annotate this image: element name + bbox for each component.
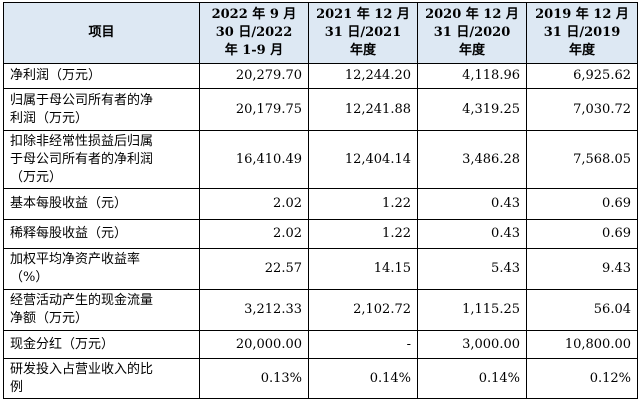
header-item: 项目	[3, 2, 200, 64]
row-label-line: 经营活动产生的现金流量	[10, 293, 154, 308]
header-line: 年度	[458, 43, 485, 58]
header-line: 2019 年 12 月	[535, 7, 629, 22]
table-header-row: 项目 2022 年 9 月 30 日/2022 年 1-9 月 2021 年 1…	[3, 2, 638, 64]
header-period-2022: 2022 年 9 月 30 日/2022 年 1-9 月	[199, 2, 309, 64]
row-label-line: 净额（万元）	[10, 311, 89, 326]
row-label-line: 净利润（万元）	[10, 68, 102, 83]
table-cell: 1,115.25	[417, 289, 527, 331]
table-cell: 7,030.72	[526, 88, 638, 131]
row-label-line: 稀释每股收益（元）	[10, 226, 128, 241]
table-cell: 0.13%	[199, 358, 309, 399]
table-cell: 0.69	[526, 188, 638, 220]
table-row-parent-net-profit: 归属于母公司所有者的净 利润（万元） 20,179.75 12,241.88 4…	[3, 88, 638, 131]
header-line: 2021 年 12 月	[316, 7, 410, 22]
table-row-operating-cash-flow: 经营活动产生的现金流量 净额（万元） 3,212.33 2,102.72 1,1…	[3, 289, 638, 331]
header-line: 年 1-9 月	[224, 43, 284, 58]
table-cell: 3,000.00	[417, 330, 527, 359]
table-cell: 0.12%	[526, 358, 638, 399]
row-label-line: 研发投入占营业收入的比	[10, 361, 154, 377]
financial-summary-table: 项目 2022 年 9 月 30 日/2022 年 1-9 月 2021 年 1…	[3, 2, 638, 399]
table-cell: 1.22	[308, 188, 418, 220]
row-label: 基本每股收益（元）	[3, 188, 200, 220]
table-cell: 5.43	[417, 248, 527, 290]
table-cell: 0.43	[417, 188, 527, 220]
row-label-line: 扣除非经常性损益后归属	[10, 133, 154, 149]
table-cell: -	[308, 330, 418, 359]
table-cell: 12,244.20	[308, 63, 418, 89]
table-cell: 2.02	[199, 219, 309, 249]
table-cell: 10,800.00	[526, 330, 638, 359]
row-label: 研发投入占营业收入的比 例	[3, 358, 200, 399]
table-cell: 7,568.05	[526, 130, 638, 189]
table-row-deducted-net-profit: 扣除非经常性损益后归属 于母公司所有者的净利润 （万元） 16,410.49 1…	[3, 130, 638, 189]
header-line: 年度	[349, 43, 376, 58]
row-label-line: （万元）	[10, 169, 63, 185]
table-cell: 4,319.25	[417, 88, 527, 131]
header-line: 年度	[568, 43, 595, 58]
table-cell: 2,102.72	[308, 289, 418, 331]
table-cell: 3,212.33	[199, 289, 309, 331]
row-label-line: 于母公司所有者的净利润	[10, 151, 154, 167]
table-row-roe: 加权平均净资产收益率 （%） 22.57 14.15 5.43 9.43	[3, 248, 638, 290]
table-cell: 4,118.96	[417, 63, 527, 89]
row-label: 稀释每股收益（元）	[3, 219, 200, 249]
header-line: 30 日/2022	[215, 25, 293, 40]
header-line: 31 日/2021	[324, 25, 402, 40]
table-cell: 20,279.70	[199, 63, 309, 89]
table-cell: 12,241.88	[308, 88, 418, 131]
row-label-line: 基本每股收益（元）	[10, 196, 128, 211]
header-period-2019: 2019 年 12 月 31 日/2019 年度	[526, 2, 638, 64]
table-cell: 0.43	[417, 219, 527, 249]
row-label: 现金分红（万元）	[3, 330, 200, 359]
row-label-line: 例	[10, 379, 24, 395]
row-label: 经营活动产生的现金流量 净额（万元）	[3, 289, 200, 331]
row-label-line: 归属于母公司所有者的净	[10, 92, 154, 108]
row-label-line: 加权平均净资产收益率	[10, 252, 141, 267]
table-cell: 3,486.28	[417, 130, 527, 189]
header-line: 31 日/2020	[433, 25, 511, 40]
table-row-rd-ratio: 研发投入占营业收入的比 例 0.13% 0.14% 0.14% 0.12%	[3, 358, 638, 399]
table-cell: 14.15	[308, 248, 418, 290]
table-cell: 12,404.14	[308, 130, 418, 189]
row-label: 加权平均净资产收益率 （%）	[3, 248, 200, 290]
header-period-2021: 2021 年 12 月 31 日/2021 年度	[308, 2, 418, 64]
table-cell: 20,179.75	[199, 88, 309, 131]
row-label: 净利润（万元）	[3, 63, 200, 89]
table-cell: 6,925.62	[526, 63, 638, 89]
table-cell: 16,410.49	[199, 130, 309, 189]
row-label-line: 现金分红（万元）	[10, 336, 115, 352]
table-cell: 0.69	[526, 219, 638, 249]
table-cell: 22.57	[199, 248, 309, 290]
table-row-basic-eps: 基本每股收益（元） 2.02 1.22 0.43 0.69	[3, 188, 638, 220]
table-cell: 1.22	[308, 219, 418, 249]
header-period-2020: 2020 年 12 月 31 日/2020 年度	[417, 2, 527, 64]
row-label-line: （%）	[10, 270, 49, 285]
header-line: 31 日/2019	[543, 25, 621, 40]
table-cell: 0.14%	[308, 358, 418, 399]
table-cell: 56.04	[526, 289, 638, 331]
header-line: 2022 年 9 月	[211, 7, 297, 22]
header-line: 2020 年 12 月	[425, 7, 519, 22]
table-row-diluted-eps: 稀释每股收益（元） 2.02 1.22 0.43 0.69	[3, 219, 638, 249]
row-label-line: 利润（万元）	[10, 110, 89, 126]
table-row-cash-dividend: 现金分红（万元） 20,000.00 - 3,000.00 10,800.00	[3, 330, 638, 359]
row-label: 归属于母公司所有者的净 利润（万元）	[3, 88, 200, 131]
table-cell: 20,000.00	[199, 330, 309, 359]
financial-table-container: 项目 2022 年 9 月 30 日/2022 年 1-9 月 2021 年 1…	[3, 2, 638, 399]
row-label: 扣除非经常性损益后归属 于母公司所有者的净利润 （万元）	[3, 130, 200, 189]
table-cell: 9.43	[526, 248, 638, 290]
table-row-net-profit: 净利润（万元） 20,279.70 12,244.20 4,118.96 6,9…	[3, 63, 638, 89]
table-cell: 0.14%	[417, 358, 527, 399]
table-cell: 2.02	[199, 188, 309, 220]
